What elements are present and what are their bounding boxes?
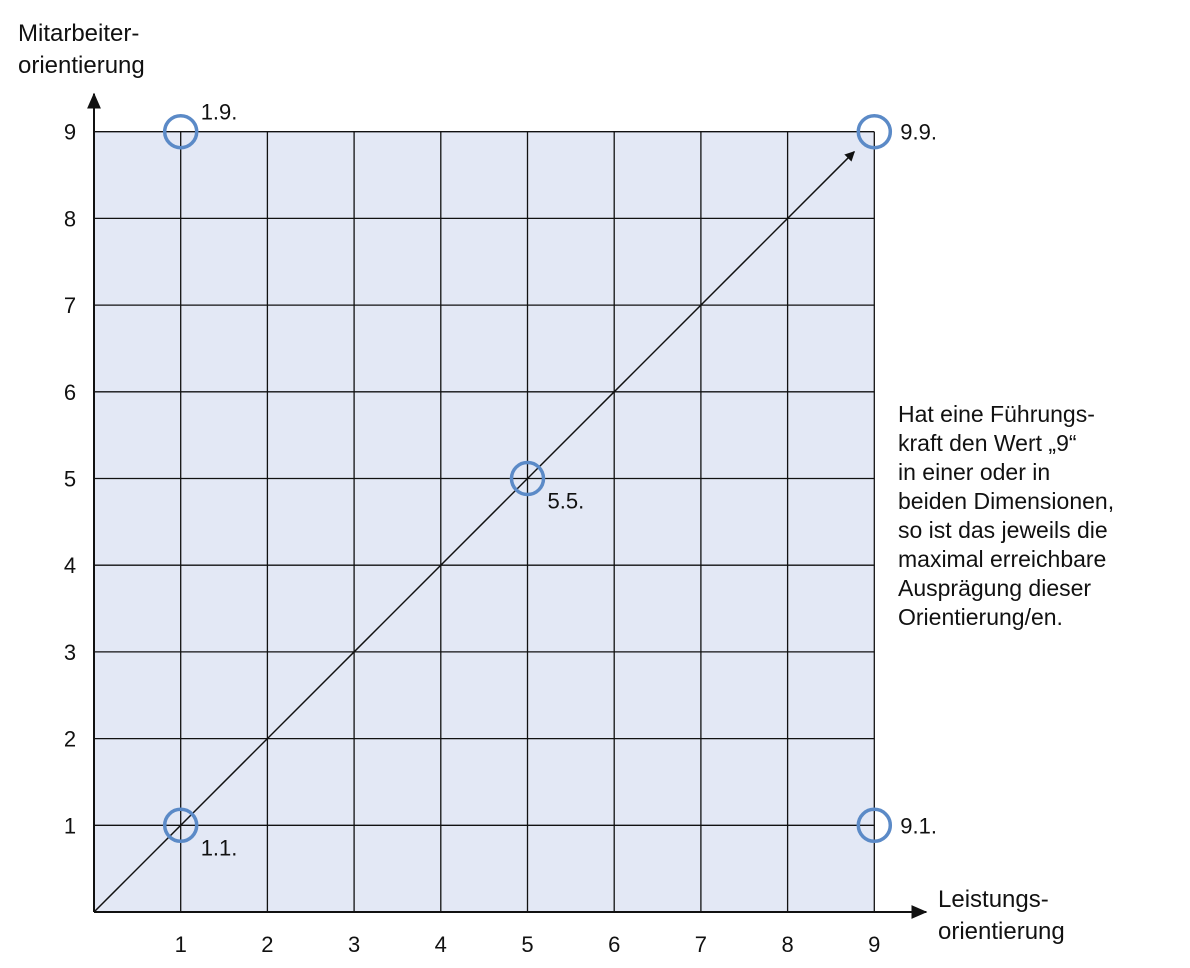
data-point-label: 9.9. bbox=[900, 120, 937, 145]
data-point-label: 9.1. bbox=[900, 813, 937, 838]
y-tick-label: 9 bbox=[64, 120, 76, 145]
x-tick-label: 4 bbox=[435, 932, 447, 957]
x-axis-label: Leistungs- orientierung bbox=[938, 886, 1065, 945]
diagonal-arrow bbox=[93, 150, 856, 913]
x-tick-label: 2 bbox=[261, 932, 273, 957]
x-tick-label: 1 bbox=[175, 932, 187, 957]
y-tick-label: 6 bbox=[64, 380, 76, 405]
y-tick-label: 5 bbox=[64, 467, 76, 492]
x-tick-label: 9 bbox=[868, 932, 880, 957]
annotation-text: Hat eine Führungs- kraft den Wert „9“ in… bbox=[898, 401, 1115, 630]
x-tick-label: 3 bbox=[348, 932, 360, 957]
y-tick-label: 3 bbox=[64, 640, 76, 665]
y-tick-label: 2 bbox=[64, 727, 76, 752]
data-points: 1.9. 9.9. 5.5. 1.1. 9.1. bbox=[162, 100, 937, 860]
data-point bbox=[509, 460, 546, 497]
data-point-label: 1.9. bbox=[201, 100, 238, 125]
data-point bbox=[162, 807, 199, 844]
x-tick-labels: 1 2 3 4 5 6 7 8 9 bbox=[175, 932, 881, 957]
data-point bbox=[162, 113, 199, 150]
data-point-label: 1.1. bbox=[201, 835, 238, 860]
data-point bbox=[856, 807, 893, 844]
y-tick-label: 1 bbox=[64, 813, 76, 838]
grid-lines bbox=[94, 131, 875, 912]
y-axis-label: Mitarbeiter- orientierung bbox=[18, 20, 145, 79]
data-point bbox=[856, 113, 893, 150]
y-tick-label: 4 bbox=[64, 553, 76, 578]
x-tick-label: 7 bbox=[695, 932, 707, 957]
x-tick-label: 8 bbox=[781, 932, 793, 957]
y-tick-labels: 1 2 3 4 5 6 7 8 9 bbox=[64, 120, 76, 839]
y-tick-label: 7 bbox=[64, 293, 76, 318]
data-point-label: 5.5. bbox=[548, 489, 585, 514]
y-tick-label: 8 bbox=[64, 206, 76, 231]
x-tick-label: 5 bbox=[521, 932, 533, 957]
x-tick-label: 6 bbox=[608, 932, 620, 957]
